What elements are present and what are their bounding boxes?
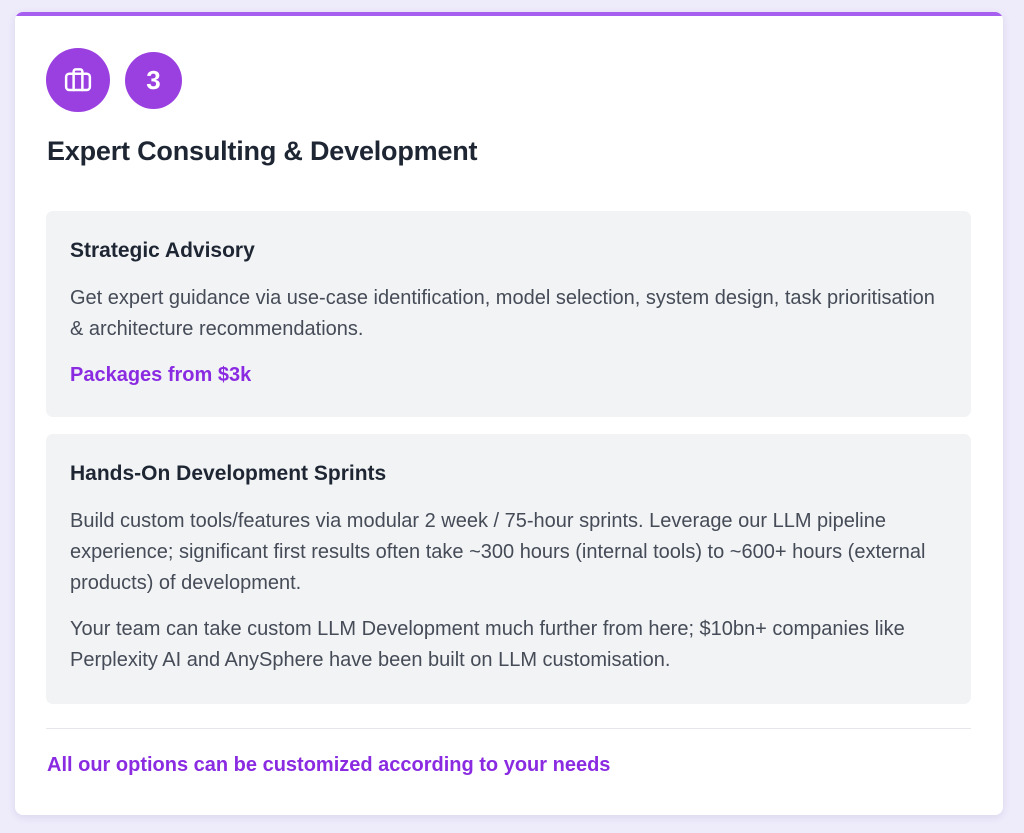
- panel-description-secondary: Your team can take custom LLM Developmen…: [70, 618, 905, 671]
- card-header-icons: 3: [46, 48, 182, 112]
- panel-title: Hands-On Development Sprints: [70, 462, 387, 485]
- card-accent-bar: [15, 12, 1003, 16]
- card-title: Expert Consulting & Development: [47, 136, 478, 166]
- development-sprints-panel: Hands-On Development Sprints Build custo…: [46, 434, 971, 704]
- panel-description: Get expert guidance via use-case identif…: [70, 287, 935, 340]
- panel-description: Build custom tools/features via modular …: [70, 510, 926, 594]
- briefcase-icon-badge: [46, 48, 110, 112]
- customization-note: All our options can be customized accord…: [47, 754, 611, 776]
- briefcase-icon: [64, 68, 92, 92]
- panel-price: Packages from $3k: [70, 364, 252, 386]
- strategic-advisory-panel: Strategic Advisory Get expert guidance v…: [46, 211, 971, 417]
- step-number-badge: 3: [125, 51, 182, 109]
- panel-title: Strategic Advisory: [70, 239, 255, 262]
- service-card: 3 Expert Consulting & Development Strate…: [15, 12, 1003, 815]
- divider: [46, 728, 971, 729]
